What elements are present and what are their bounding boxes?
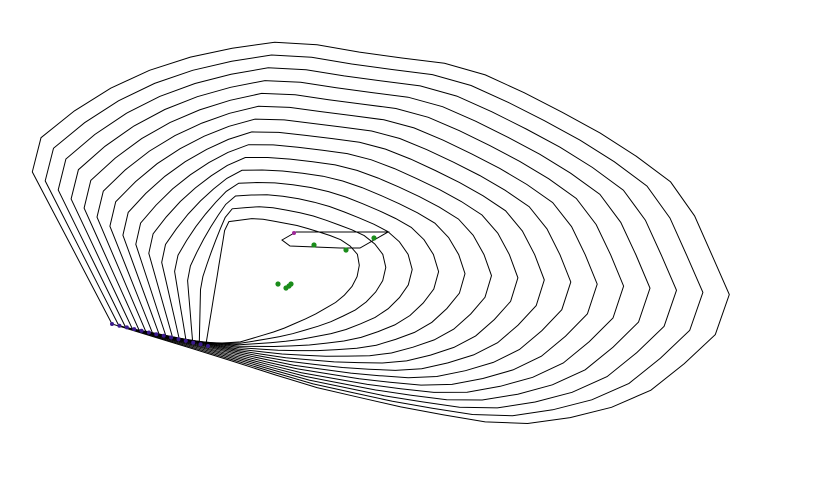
anchor-point [183, 338, 188, 343]
loop-curve [187, 194, 413, 346]
marker-point [371, 235, 377, 241]
anchor-point [198, 342, 203, 347]
anchor-point [132, 327, 137, 332]
marker-point [275, 281, 281, 287]
anchor-point [154, 332, 159, 337]
anchor-point [206, 344, 210, 348]
anchor-point [117, 323, 122, 328]
loop-curve [96, 105, 598, 386]
anchor-point [176, 337, 181, 342]
loop-curve [135, 144, 519, 364]
inner-polygon [281, 231, 390, 249]
loop-curve [44, 54, 704, 417]
loop-curve [57, 67, 678, 409]
loop-curve [122, 131, 545, 371]
loop-curve [205, 218, 360, 345]
marker-point [292, 231, 296, 235]
loop-curve [161, 169, 466, 352]
anchor-point [146, 330, 151, 335]
loop-curve [198, 206, 387, 344]
loop-curve [148, 157, 493, 357]
loop-curve [31, 41, 730, 425]
anchor-point [124, 325, 129, 330]
marker-point [343, 247, 349, 253]
anchor-point [161, 333, 166, 338]
marker-points [275, 231, 377, 291]
anchor-points [110, 322, 210, 348]
loop-curve [83, 92, 625, 393]
anchor-point [169, 335, 174, 340]
loop-curve [174, 181, 440, 348]
anchor-point [139, 328, 144, 333]
marker-point [311, 242, 317, 248]
anchor-point [110, 322, 114, 326]
loop-curve [109, 118, 572, 379]
inner-wedge [281, 231, 390, 249]
loop-curve [70, 80, 651, 401]
anchor-point [191, 340, 196, 345]
loop-curves [31, 41, 730, 425]
marker-point [288, 281, 294, 287]
